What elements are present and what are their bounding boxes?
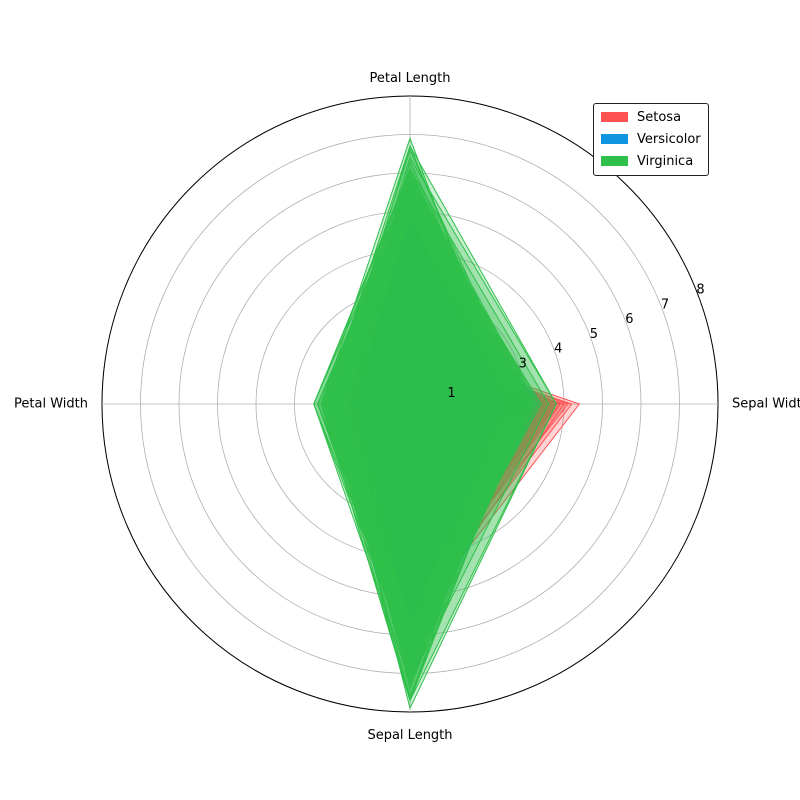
radar-polygon: [344, 229, 507, 594]
radar-polygon: [336, 210, 507, 649]
radar-polygon: [347, 179, 527, 683]
legend-swatch-setosa: [601, 112, 628, 122]
radar-polygon: [332, 202, 527, 656]
radial-tick-label: 5: [590, 327, 598, 342]
radar-polygon: [320, 195, 542, 644]
legend-item-versicolor: Versicolor: [594, 128, 708, 150]
radial-tick-label: 8: [696, 283, 704, 298]
legend: Setosa Versicolor Virginica: [593, 103, 709, 176]
radial-tick-label: 7: [661, 297, 669, 312]
series-versicolor: [340, 206, 542, 676]
radial-tick-label: 4: [554, 342, 562, 357]
legend-label-setosa: Setosa: [637, 109, 682, 125]
legend-item-virginica: Virginica: [594, 150, 708, 172]
radial-tick-label: 3: [519, 356, 527, 371]
radar-polygon: [355, 186, 511, 641]
axis-label-sepal-width: Sepal Width: [732, 397, 800, 412]
legend-label-versicolor: Versicolor: [637, 131, 701, 147]
radial-tick-label: 6: [625, 312, 633, 327]
radar-polygon: [351, 206, 519, 649]
axis-label-sepal-length: Sepal Length: [367, 728, 452, 743]
series-layer: [313, 136, 581, 710]
legend-item-setosa: Setosa: [594, 106, 708, 128]
label-layer: Sepal Width Petal Length Petal Width Sepal …: [14, 71, 800, 743]
radial-tick-label: 1: [447, 386, 455, 401]
legend-swatch-versicolor: [601, 134, 628, 144]
axis-label-petal-length: Petal Length: [369, 71, 450, 86]
radar-polygon: [340, 206, 527, 633]
series-virginica: [313, 136, 557, 710]
legend-label-virginica: Virginica: [637, 153, 694, 169]
axis-label-petal-width: Petal Width: [14, 397, 88, 412]
radar-polygon: [313, 183, 538, 664]
radar-polygon: [367, 287, 507, 602]
legend-swatch-virginica: [601, 156, 628, 166]
radar-polygon: [370, 275, 500, 599]
